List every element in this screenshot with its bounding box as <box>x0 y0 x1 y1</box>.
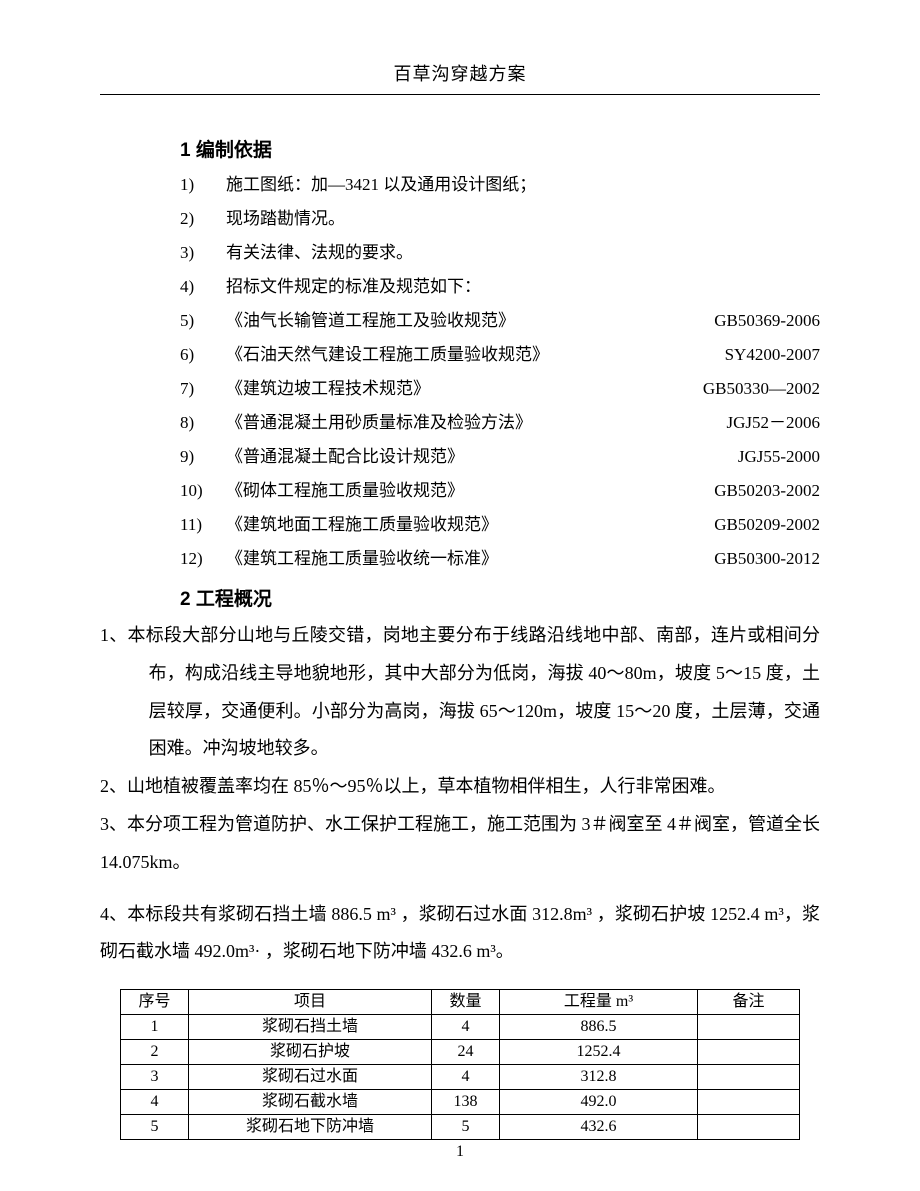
section2-paragraph-1: 1、本标段大部分山地与丘陵交错，岗地主要分布于线路沿线地中部、南部，连片或相间分… <box>100 617 820 768</box>
section1-list: 1)施工图纸：加—3421 以及通用设计图纸； 2)现场踏勘情况。 3)有关法律… <box>180 168 820 576</box>
list-text: 《建筑工程施工质量验收统一标准》 <box>226 542 714 576</box>
cell-item: 浆砌石过水面 <box>189 1065 432 1090</box>
table-row: 2 浆砌石护坡 24 1252.4 <box>121 1040 800 1065</box>
list-item: 4)招标文件规定的标准及规范如下： <box>180 270 820 304</box>
th-amount: 工程量 m³ <box>500 990 698 1015</box>
list-code: JGJ52－2006 <box>726 406 820 440</box>
cell-note <box>698 1040 800 1065</box>
list-item: 12)《建筑工程施工质量验收统一标准》GB50300-2012 <box>180 542 820 576</box>
cell-item: 浆砌石截水墙 <box>189 1090 432 1115</box>
list-index: 8) <box>180 406 226 440</box>
cell-item: 浆砌石挡土墙 <box>189 1015 432 1040</box>
list-item: 2)现场踏勘情况。 <box>180 202 820 236</box>
list-index: 6) <box>180 338 226 372</box>
th-note: 备注 <box>698 990 800 1015</box>
list-code: GB50369-2006 <box>714 304 820 338</box>
list-text: 施工图纸：加—3421 以及通用设计图纸； <box>226 168 820 202</box>
table-row: 5 浆砌石地下防冲墙 5 432.6 <box>121 1115 800 1140</box>
th-item: 项目 <box>189 990 432 1015</box>
list-index: 5) <box>180 304 226 338</box>
cell-amount: 492.0 <box>500 1090 698 1115</box>
list-text: 《建筑边坡工程技术规范》 <box>226 372 703 406</box>
cell-index: 4 <box>121 1090 189 1115</box>
quantity-table: 序号 项目 数量 工程量 m³ 备注 1 浆砌石挡土墙 4 886.5 2 浆 <box>120 989 800 1140</box>
list-text: 现场踏勘情况。 <box>226 202 820 236</box>
list-item: 11)《建筑地面工程施工质量验收规范》GB50209-2002 <box>180 508 820 542</box>
cell-amount: 312.8 <box>500 1065 698 1090</box>
list-item: 7)《建筑边坡工程技术规范》GB50330—2002 <box>180 372 820 406</box>
cell-qty: 24 <box>432 1040 500 1065</box>
list-item: 1)施工图纸：加—3421 以及通用设计图纸； <box>180 168 820 202</box>
list-text: 《普通混凝土用砂质量标准及检验方法》 <box>226 406 726 440</box>
cell-note <box>698 1090 800 1115</box>
list-item: 5)《油气长输管道工程施工及验收规范》GB50369-2006 <box>180 304 820 338</box>
document-page: 百草沟穿越方案 1 编制依据 1)施工图纸：加—3421 以及通用设计图纸； 2… <box>0 0 920 1191</box>
list-text: 《建筑地面工程施工质量验收规范》 <box>226 508 714 542</box>
list-code: GB50203‐2002 <box>714 474 820 508</box>
section2-heading: 2 工程概况 <box>180 584 820 611</box>
list-index: 10) <box>180 474 226 508</box>
list-code: GB50330—2002 <box>703 372 820 406</box>
cell-note <box>698 1115 800 1140</box>
list-index: 3) <box>180 236 226 270</box>
page-header-title: 百草沟穿越方案 <box>100 60 820 95</box>
list-index: 2) <box>180 202 226 236</box>
cell-amount: 1252.4 <box>500 1040 698 1065</box>
cell-qty: 4 <box>432 1065 500 1090</box>
cell-amount: 886.5 <box>500 1015 698 1040</box>
cell-amount: 432.6 <box>500 1115 698 1140</box>
list-index: 4) <box>180 270 226 304</box>
cell-qty: 5 <box>432 1115 500 1140</box>
page-number: 1 <box>0 1143 920 1161</box>
list-item: 9)《普通混凝土配合比设计规范》JGJ55-2000 <box>180 440 820 474</box>
list-code: GB50300-2012 <box>714 542 820 576</box>
list-index: 12) <box>180 542 226 576</box>
cell-index: 1 <box>121 1015 189 1040</box>
list-text: 招标文件规定的标准及规范如下： <box>226 270 820 304</box>
list-text: 《普通混凝土配合比设计规范》 <box>226 440 738 474</box>
table-header-row: 序号 项目 数量 工程量 m³ 备注 <box>121 990 800 1015</box>
cell-item: 浆砌石护坡 <box>189 1040 432 1065</box>
section1-heading: 1 编制依据 <box>180 135 820 162</box>
list-text: 《石油天然气建设工程施工质量验收规范》 <box>226 338 725 372</box>
list-text: 有关法律、法规的要求。 <box>226 236 820 270</box>
list-item: 8)《普通混凝土用砂质量标准及检验方法》JGJ52－2006 <box>180 406 820 440</box>
list-index: 1) <box>180 168 226 202</box>
quantity-table-wrap: 序号 项目 数量 工程量 m³ 备注 1 浆砌石挡土墙 4 886.5 2 浆 <box>120 989 800 1140</box>
cell-index: 5 <box>121 1115 189 1140</box>
cell-note <box>698 1065 800 1090</box>
list-text: 《砌体工程施工质量验收规范》 <box>226 474 714 508</box>
cell-index: 3 <box>121 1065 189 1090</box>
cell-qty: 138 <box>432 1090 500 1115</box>
th-index: 序号 <box>121 990 189 1015</box>
list-index: 9) <box>180 440 226 474</box>
list-text: 《油气长输管道工程施工及验收规范》 <box>226 304 714 338</box>
list-code: GB50209-2002 <box>714 508 820 542</box>
section2-paragraph-3: 3、本分项工程为管道防护、水工保护工程施工，施工范围为 3＃阀室至 4＃阀室，管… <box>100 806 820 882</box>
table-row: 3 浆砌石过水面 4 312.8 <box>121 1065 800 1090</box>
list-item: 10)《砌体工程施工质量验收规范》GB50203‐2002 <box>180 474 820 508</box>
th-qty: 数量 <box>432 990 500 1015</box>
section2-paragraph-4: 4、本标段共有浆砌石挡土墙 886.5 m³ ，浆砌石过水面 312.8m³ ，… <box>100 896 820 972</box>
list-item: 6)《石油天然气建设工程施工质量验收规范》SY4200-2007 <box>180 338 820 372</box>
list-item: 3)有关法律、法规的要求。 <box>180 236 820 270</box>
section2-paragraph-2: 2、山地植被覆盖率均在 85％～95％以上，草本植物相伴相生，人行非常困难。 <box>100 768 820 806</box>
list-index: 11) <box>180 508 226 542</box>
cell-qty: 4 <box>432 1015 500 1040</box>
cell-index: 2 <box>121 1040 189 1065</box>
table-row: 1 浆砌石挡土墙 4 886.5 <box>121 1015 800 1040</box>
list-code: SY4200-2007 <box>725 338 820 372</box>
cell-item: 浆砌石地下防冲墙 <box>189 1115 432 1140</box>
table-row: 4 浆砌石截水墙 138 492.0 <box>121 1090 800 1115</box>
list-index: 7) <box>180 372 226 406</box>
cell-note <box>698 1015 800 1040</box>
list-code: JGJ55-2000 <box>738 440 820 474</box>
